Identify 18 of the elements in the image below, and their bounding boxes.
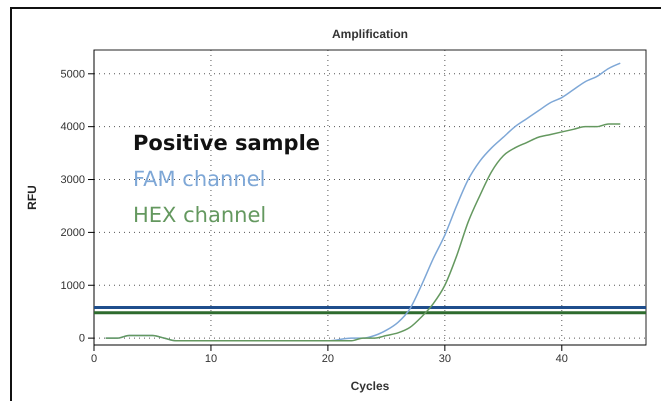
x-axis-title: Cycles — [350, 379, 390, 393]
annotation: Positive sample — [133, 131, 320, 155]
y-tick-label: 0 — [78, 332, 85, 345]
x-tick-label: 20 — [322, 352, 334, 365]
text: FAM channel — [133, 167, 266, 191]
y-tick-label: 2000 — [60, 226, 85, 239]
text: HEX channel — [133, 203, 266, 227]
y-axis-title: RFU — [25, 185, 39, 210]
line-series — [104, 123, 622, 342]
x-tick-label: 30 — [438, 352, 451, 365]
x-tick-label: 40 — [556, 352, 568, 365]
y-tick-label: 5000 — [60, 68, 85, 80]
y-tick-label: 3000 — [60, 174, 85, 186]
y-tick-label: 4000 — [60, 121, 85, 134]
x-tick-label: 10 — [204, 352, 218, 365]
x-tick-label: 0 — [90, 352, 98, 365]
y-tick-label: 1000 — [60, 280, 85, 292]
chart-title: Amplification — [332, 27, 408, 41]
